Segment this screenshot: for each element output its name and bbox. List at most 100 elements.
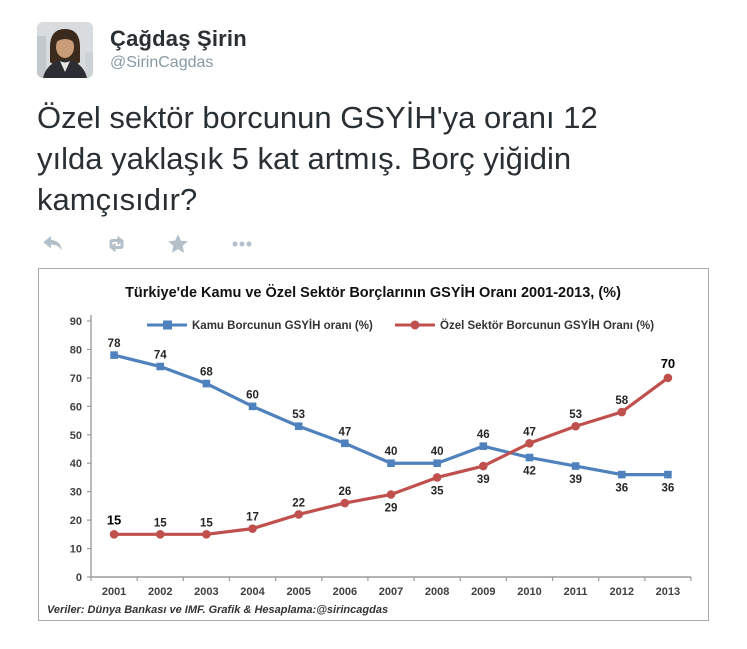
data-point bbox=[155, 530, 165, 539]
data-point bbox=[432, 473, 442, 482]
data-label: 68 bbox=[200, 367, 213, 379]
data-label: 60 bbox=[246, 389, 259, 401]
data-label: 22 bbox=[292, 497, 305, 509]
data-point bbox=[433, 459, 441, 468]
x-tick-label: 2009 bbox=[471, 586, 495, 598]
author-name[interactable]: Çağdaş Şirin bbox=[110, 26, 247, 51]
data-point bbox=[664, 470, 672, 479]
x-tick-label: 2013 bbox=[656, 586, 680, 598]
x-tick-label: 2005 bbox=[286, 586, 310, 598]
data-label: 53 bbox=[569, 409, 582, 421]
y-tick-label: 80 bbox=[70, 344, 82, 356]
data-point bbox=[110, 351, 118, 359]
data-label: 58 bbox=[615, 395, 628, 407]
avatar[interactable] bbox=[37, 22, 93, 78]
y-tick-label: 20 bbox=[70, 515, 82, 527]
data-label: 35 bbox=[431, 485, 444, 497]
data-point bbox=[202, 530, 211, 539]
retweet-button[interactable] bbox=[102, 231, 165, 257]
y-tick-label: 90 bbox=[70, 316, 82, 328]
debt-chart: Türkiye'de Kamu ve Özel Sektör Borçların… bbox=[38, 268, 709, 621]
data-label: 39 bbox=[477, 474, 490, 486]
data-label: 15 bbox=[107, 512, 121, 527]
data-label: 53 bbox=[292, 409, 305, 421]
data-point bbox=[663, 373, 673, 383]
data-point bbox=[617, 407, 627, 417]
x-tick-label: 2006 bbox=[333, 586, 357, 598]
data-label: 40 bbox=[431, 446, 444, 458]
data-label: 78 bbox=[108, 338, 121, 350]
data-label: 15 bbox=[154, 517, 167, 529]
data-label: 46 bbox=[477, 429, 490, 441]
x-tick-label: 2002 bbox=[148, 586, 172, 598]
tweet-text-line: yılda yaklaşık 5 kat artmış. Borç yiğidi… bbox=[37, 141, 572, 176]
data-point bbox=[525, 439, 534, 448]
data-label: 39 bbox=[569, 474, 582, 486]
reply-icon bbox=[43, 236, 62, 251]
y-tick-label: 40 bbox=[70, 458, 82, 470]
tweet-text-line: Özel sektör borcunun GSYİH'ya oranı 12 bbox=[37, 100, 598, 135]
data-point bbox=[294, 422, 303, 431]
favorite-button[interactable] bbox=[165, 231, 228, 257]
y-tick-label: 70 bbox=[70, 373, 82, 385]
data-point bbox=[525, 453, 534, 462]
data-label: 40 bbox=[385, 446, 398, 458]
data-point bbox=[386, 490, 396, 499]
data-point bbox=[340, 498, 350, 508]
more-button[interactable] bbox=[228, 231, 291, 257]
tweet-text: Özel sektör borcunun GSYİH'ya oranı 12 y… bbox=[37, 97, 727, 220]
legend-marker-1 bbox=[410, 320, 420, 330]
data-label: 47 bbox=[338, 426, 351, 438]
data-point bbox=[248, 402, 257, 411]
data-point bbox=[341, 439, 349, 448]
data-label: 17 bbox=[246, 512, 259, 524]
debt-chart-svg: Türkiye'de Kamu ve Özel Sektör Borçların… bbox=[47, 284, 692, 616]
data-point bbox=[109, 530, 119, 539]
data-point bbox=[571, 421, 580, 431]
x-tick-label: 2001 bbox=[102, 586, 126, 598]
x-tick-label: 2011 bbox=[564, 586, 588, 598]
y-tick-label: 60 bbox=[70, 401, 82, 413]
avatar-photo-placeholder bbox=[37, 22, 93, 78]
y-tick-label: 10 bbox=[70, 544, 82, 556]
x-tick-label: 2010 bbox=[517, 586, 541, 598]
data-point bbox=[479, 442, 488, 450]
ellipsis-icon bbox=[232, 241, 252, 247]
data-label: 74 bbox=[154, 350, 167, 362]
data-label: 26 bbox=[338, 486, 351, 498]
data-label: 42 bbox=[523, 466, 536, 478]
tweet-action-bar bbox=[39, 231, 291, 257]
data-point bbox=[571, 462, 580, 470]
retweet-icon bbox=[109, 235, 124, 253]
data-label: 36 bbox=[662, 483, 675, 495]
y-tick-label: 0 bbox=[76, 572, 82, 584]
x-tick-label: 2007 bbox=[379, 586, 403, 598]
reply-button[interactable] bbox=[39, 231, 102, 257]
y-tick-label: 30 bbox=[70, 487, 82, 499]
legend-marker-0 bbox=[163, 320, 172, 330]
data-point bbox=[294, 510, 303, 519]
legend-label-1: Özel Sektör Borcunun GSYİH Oranı (%) bbox=[440, 319, 654, 332]
chart-source-note: Veriler: Dünya Bankası ve IMF. Grafik & … bbox=[47, 604, 388, 616]
data-label: 15 bbox=[200, 517, 213, 529]
data-point bbox=[617, 470, 626, 479]
data-point bbox=[202, 379, 211, 388]
x-tick-label: 2003 bbox=[194, 586, 218, 598]
x-tick-label: 2004 bbox=[240, 586, 265, 598]
tweet-text-line: kamçısıdır? bbox=[37, 182, 198, 217]
star-icon bbox=[168, 234, 188, 253]
data-label: 47 bbox=[523, 426, 536, 438]
legend-label-0: Kamu Borcunun GSYİH oranı (%) bbox=[192, 319, 373, 332]
data-point bbox=[248, 524, 257, 533]
data-point bbox=[387, 459, 395, 468]
data-label: 70 bbox=[661, 356, 675, 371]
author-handle[interactable]: @SirinCagdas bbox=[110, 54, 214, 71]
data-point bbox=[479, 461, 488, 471]
x-tick-label: 2012 bbox=[610, 586, 634, 598]
x-tick-label: 2008 bbox=[425, 586, 449, 598]
y-tick-label: 50 bbox=[70, 430, 82, 442]
data-label: 29 bbox=[385, 503, 398, 515]
data-point bbox=[156, 362, 165, 371]
chart-title: Türkiye'de Kamu ve Özel Sektör Borçların… bbox=[125, 284, 621, 301]
